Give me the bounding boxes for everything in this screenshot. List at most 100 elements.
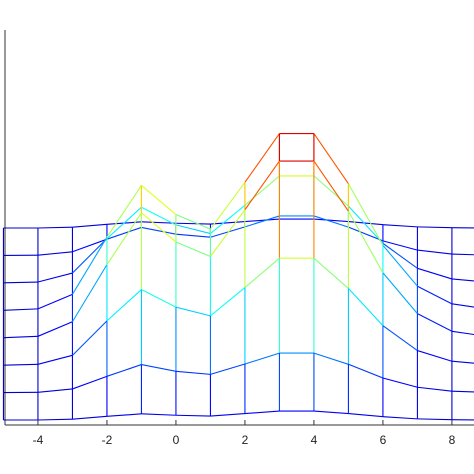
mesh-row-segment [313, 257, 349, 289]
mesh-row-segment [72, 375, 108, 390]
mesh-row-segment [141, 413, 176, 416]
mesh-row-segment [72, 223, 107, 228]
mesh-row-segment [3, 363, 38, 366]
mesh-row-segment [313, 352, 349, 365]
mesh-row-segment [37, 321, 73, 337]
mesh-row-segment [451, 390, 474, 393]
mesh-row-segment [37, 251, 73, 256]
mesh-row-segment [382, 377, 418, 388]
mesh-row-segment [141, 206, 177, 226]
mesh-row-segment [175, 233, 211, 238]
x-tick-label: -4 [33, 433, 44, 447]
mesh-row-segment [244, 352, 280, 365]
mesh-row-segment [106, 364, 142, 377]
mesh-row-segment [210, 287, 246, 317]
mesh-row-segment [313, 218, 349, 223]
mesh-row-segment [175, 370, 211, 375]
mesh-row-segment [313, 215, 349, 228]
mesh-row-segment [37, 272, 73, 283]
x-tick-label: 8 [449, 433, 456, 447]
mesh-row-segment [348, 363, 384, 379]
mesh-row-segment [347, 183, 384, 246]
mesh-row-segment [382, 325, 418, 352]
mesh-row-segment [209, 181, 246, 230]
mesh-row-segment [37, 354, 73, 365]
mesh-row-segment [141, 226, 177, 235]
x-tick-label: 4 [311, 433, 318, 447]
mesh-row-segment [106, 289, 142, 322]
mesh-row-segment [72, 415, 107, 420]
mesh-row-segment [244, 160, 280, 211]
mesh-row-segment [106, 226, 142, 240]
mesh-row-segment [106, 206, 142, 240]
mesh-row-segment [141, 212, 177, 243]
mesh-row-segment [244, 218, 280, 223]
mesh-row-segment [244, 410, 280, 415]
x-ticks: -4 -2 0 2 4 6 8 [33, 420, 456, 447]
mesh-row-segment [382, 416, 418, 420]
mesh-row-segment [382, 224, 418, 228]
mesh-row-segment [175, 224, 211, 235]
mesh-row-segment [451, 303, 474, 308]
mesh-row-segment [313, 133, 349, 185]
mesh-row-segment [417, 267, 453, 280]
mesh-row-segment [175, 306, 211, 317]
mesh-row-segment [244, 175, 280, 206]
mesh-row-segment [3, 308, 38, 311]
mesh-row-segment [348, 413, 383, 418]
mesh-row-segment [175, 414, 211, 417]
mesh-row-segment [106, 413, 142, 417]
mesh-row-segment [72, 238, 108, 253]
x-tick-label: 0 [173, 433, 180, 447]
mesh-row-segment [175, 214, 211, 230]
mesh-row-segment [313, 175, 349, 207]
mesh-row-segment [417, 226, 452, 229]
mesh-row-segment [210, 226, 246, 238]
mesh-row-segment [382, 272, 418, 314]
mesh-row-segment [71, 236, 108, 295]
mesh-row-segment [244, 257, 280, 289]
mesh-row-segment [382, 244, 418, 287]
mesh-row-segment [141, 364, 177, 372]
mesh-row-segment [72, 320, 108, 356]
mesh-row-segment [417, 285, 453, 305]
mesh-row-segment [382, 242, 418, 269]
mesh-row-segment [210, 204, 246, 235]
mesh-row-segment [313, 410, 349, 415]
mesh-row-segment [451, 360, 474, 364]
mesh-row-segment [37, 293, 73, 310]
mesh-row-segment [141, 289, 177, 308]
mesh-row-segment [141, 184, 177, 215]
x-tick-label: -2 [102, 433, 113, 447]
mesh-row-segment [106, 185, 142, 238]
mesh-row-segment [37, 418, 73, 421]
mesh-row-segment [451, 278, 474, 282]
mesh-row-segment [417, 249, 452, 255]
x-tick-label: 6 [380, 433, 387, 447]
mesh-row-segment [210, 221, 245, 225]
mesh-row-segment [210, 363, 246, 375]
mesh-row-segment [37, 226, 73, 229]
mesh-row-segment [209, 209, 246, 257]
mesh-row-segment [417, 386, 452, 392]
mesh-row-segment [417, 418, 452, 421]
mesh-row-segment [37, 388, 73, 393]
mesh-row-segment [244, 133, 280, 183]
mesh-row-segment [141, 221, 176, 224]
x-tick-label: 2 [242, 433, 249, 447]
mesh-row-segment [3, 335, 38, 339]
mesh-row-segment [313, 160, 349, 212]
mesh-row-segment [417, 313, 453, 332]
mesh-row-segment [451, 330, 474, 336]
mesh-row-segment [72, 238, 108, 274]
mesh-row-segment [348, 226, 384, 242]
mesh-row-segment [348, 205, 384, 244]
mesh-row-segment [417, 350, 453, 362]
mesh-row-segment [244, 215, 280, 228]
mesh-row-segment [382, 240, 418, 251]
mesh-row-segment [348, 288, 384, 327]
mesh-row-segment [71, 264, 108, 323]
mesh-row-segment [175, 241, 211, 258]
